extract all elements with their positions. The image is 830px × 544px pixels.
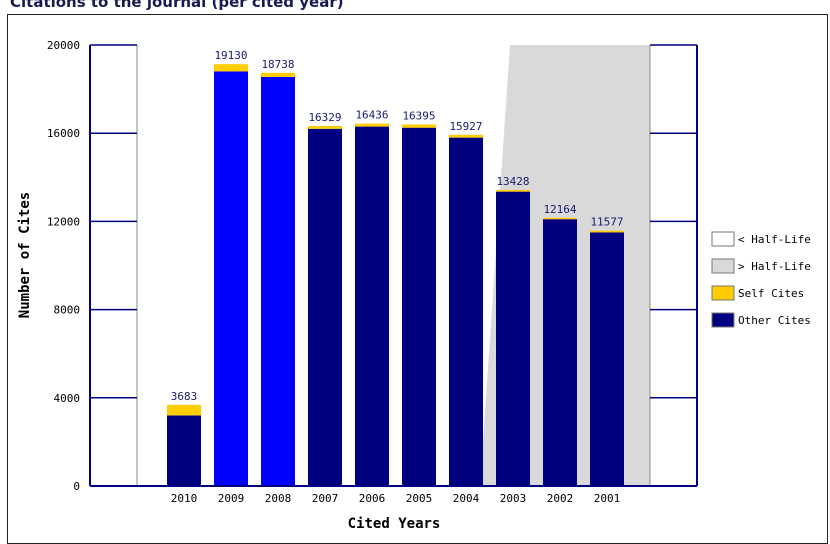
total-label-2003: 13428 [496, 175, 529, 188]
total-label-2001: 11577 [590, 216, 623, 229]
bar-self-2010 [167, 404, 201, 416]
legend-swatch-0 [711, 231, 735, 247]
y-axis-title: Number of Cites [17, 192, 33, 318]
citations-bar-chart: 0 4000 8000 12000 16000 20000 2010 2009 2008 200… [17, 39, 811, 531]
total-label-2010: 3683 [171, 390, 198, 403]
bar-self-2005 [402, 124, 436, 128]
total-label-2006: 16436 [355, 109, 388, 122]
y-tick-label-0: 0 [73, 480, 80, 493]
total-label-2008: 18738 [261, 58, 294, 71]
total-label-2009: 19130 [214, 49, 247, 62]
legend-swatch-2 [711, 285, 735, 301]
bar-other-2002 [543, 219, 577, 486]
legend-label-1: > Half-Life [738, 260, 811, 273]
bar-other-2007 [308, 128, 342, 487]
x-tick-label-2008: 2008 [265, 492, 292, 505]
total-label-2005: 16395 [402, 109, 435, 122]
x-tick-label-2006: 2006 [359, 492, 386, 505]
bar-other-2001 [590, 232, 624, 486]
x-tick-label-2004: 2004 [453, 492, 480, 505]
bar-other-2009 [214, 71, 248, 487]
bar-other-2006 [355, 126, 389, 487]
x-tick-label-2010: 2010 [171, 492, 198, 505]
bar-other-2004 [449, 137, 483, 487]
legend-label-0: < Half-Life [738, 233, 811, 246]
y-tick-label-12000: 12000 [47, 215, 80, 228]
y-tick-label-8000: 8000 [54, 304, 81, 317]
y-tick-label-16000: 16000 [47, 127, 80, 140]
x-tick-label-2007: 2007 [312, 492, 339, 505]
bar-self-2007 [308, 125, 342, 129]
legend-label-3: Other Cites [738, 314, 811, 327]
legend-swatch-3 [711, 312, 735, 328]
bar-self-2003 [496, 189, 530, 192]
x-tick-label-2005: 2005 [406, 492, 433, 505]
legend-label-2: Self Cites [738, 287, 804, 300]
bar-self-2004 [449, 134, 483, 138]
chart-title: Citations to the journal (per cited year… [10, 0, 344, 11]
bar-self-2001 [590, 230, 624, 233]
left-outer-panel [90, 45, 137, 486]
bar-self-2002 [543, 217, 577, 220]
bar-other-2005 [402, 127, 436, 486]
x-tick-label-2003: 2003 [500, 492, 527, 505]
bar-self-2008 [261, 72, 295, 77]
total-label-2004: 15927 [449, 120, 482, 133]
legend-swatch-1 [711, 258, 735, 274]
bar-other-2003 [496, 191, 530, 486]
bar-other-2008 [261, 76, 295, 486]
total-label-2007: 16329 [308, 111, 341, 124]
y-tick-label-20000: 20000 [47, 39, 80, 52]
bar-other-2010 [167, 415, 201, 486]
x-axis-title: Cited Years [348, 516, 441, 531]
x-tick-label-2001: 2001 [594, 492, 621, 505]
bar-self-2006 [355, 123, 389, 127]
x-tick-label-2002: 2002 [547, 492, 574, 505]
y-tick-label-4000: 4000 [54, 392, 81, 405]
total-label-2002: 12164 [543, 203, 576, 216]
bar-self-2009 [214, 64, 248, 72]
x-tick-label-2009: 2009 [218, 492, 245, 505]
